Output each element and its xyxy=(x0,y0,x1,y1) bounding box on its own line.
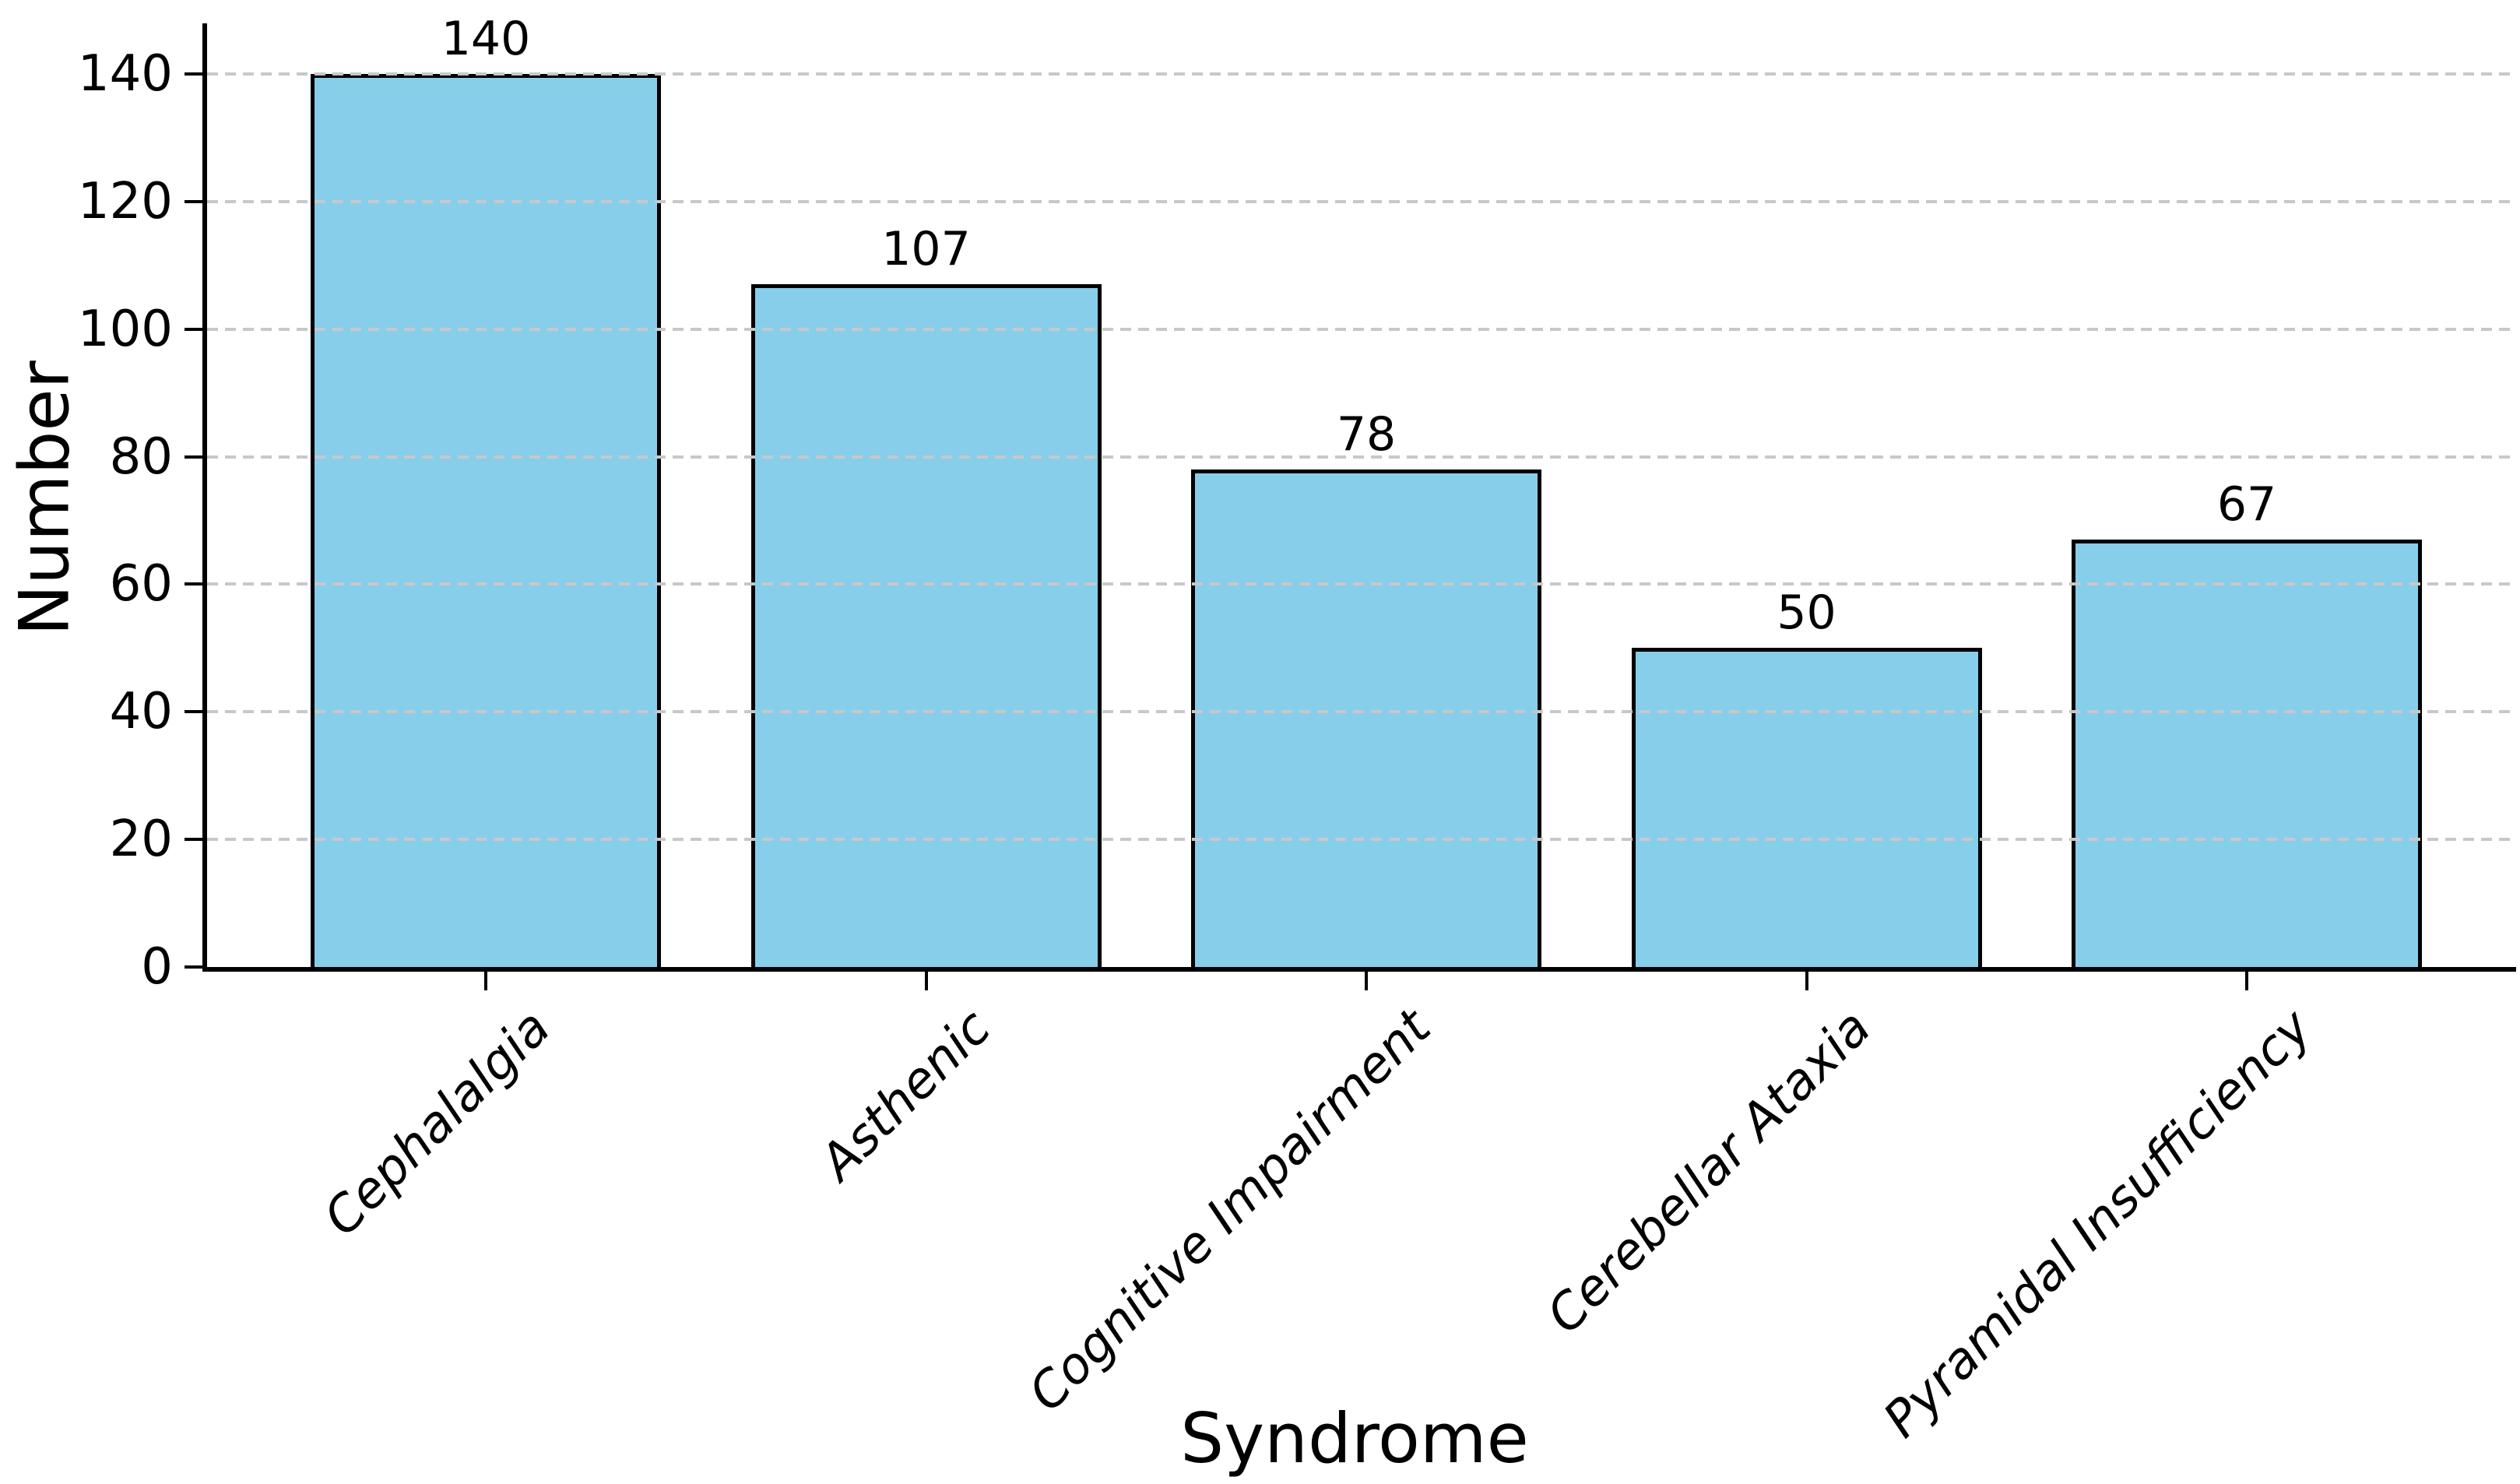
x-tick-label: Pyramidal Insufficiency xyxy=(1872,999,2323,1449)
bar-cognitive-impairment xyxy=(1191,469,1541,971)
y-tick-label: 0 xyxy=(141,938,173,996)
y-tick-mark xyxy=(185,200,205,203)
bar-cerebellar-ataxia xyxy=(1631,648,1982,971)
bar-cephalalgia xyxy=(311,74,661,971)
y-tick-label: 60 xyxy=(109,555,173,613)
gridline-140 xyxy=(207,72,2516,76)
x-tick-mark xyxy=(924,972,928,990)
gridline-80 xyxy=(207,455,2516,459)
y-tick-mark xyxy=(185,710,205,713)
bar-asthenic xyxy=(750,284,1102,971)
x-tick-mark xyxy=(484,972,487,990)
gridline-60 xyxy=(207,582,2516,586)
x-tick-mark xyxy=(1365,972,1368,990)
y-tick-label: 40 xyxy=(109,683,173,740)
y-tick-mark xyxy=(185,455,205,459)
y-tick-label: 120 xyxy=(77,173,173,230)
bar-value-label: 67 xyxy=(2216,477,2277,532)
gridline-120 xyxy=(207,200,2516,203)
x-tick-label: Asthenic xyxy=(809,999,1002,1192)
y-tick-mark xyxy=(185,965,205,969)
y-tick-mark xyxy=(185,328,205,331)
y-tick-label: 100 xyxy=(77,301,173,358)
x-axis-spine xyxy=(202,967,2516,972)
x-tick-label: Cognitive Impairment xyxy=(1017,999,1443,1423)
y-tick-label: 140 xyxy=(77,45,173,103)
bar-pyramidal-insufficiency xyxy=(2072,540,2422,971)
y-tick-label: 80 xyxy=(109,428,173,486)
y-axis-spine xyxy=(202,23,207,972)
y-tick-mark xyxy=(185,582,205,586)
x-axis-title: Syndrome xyxy=(1180,1398,1529,1479)
bar-value-label: 50 xyxy=(1777,586,1836,640)
x-tick-mark xyxy=(2245,972,2248,990)
y-tick-mark xyxy=(185,838,205,841)
gridline-40 xyxy=(207,710,2516,713)
bar-value-label: 78 xyxy=(1336,407,1397,462)
y-tick-mark xyxy=(185,72,205,76)
x-tick-label: Cerebellar Ataxia xyxy=(1536,999,1882,1345)
y-axis-title: Number xyxy=(4,360,85,636)
x-tick-label: Cephalalgia xyxy=(313,999,562,1247)
y-tick-label: 20 xyxy=(109,811,173,868)
gridline-20 xyxy=(207,838,2516,841)
x-tick-mark xyxy=(1805,972,1808,990)
bar-value-label: 107 xyxy=(881,222,971,276)
gridline-100 xyxy=(207,328,2516,331)
bar-value-label: 140 xyxy=(441,12,531,66)
